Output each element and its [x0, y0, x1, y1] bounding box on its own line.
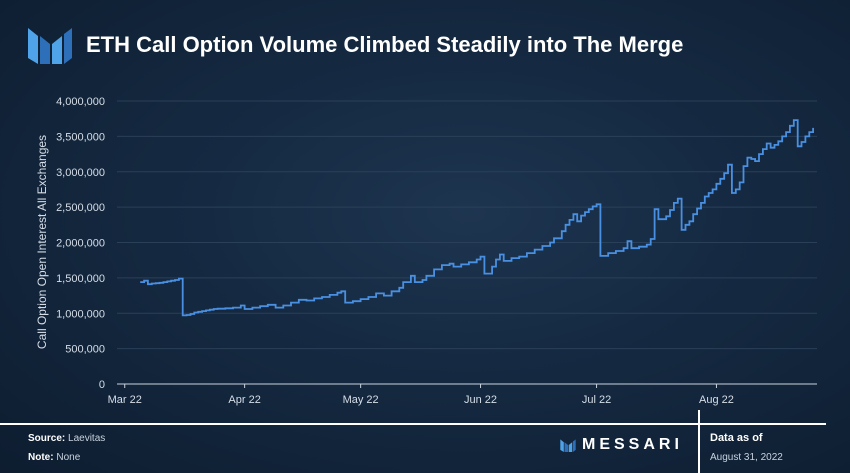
- source-value: Laevitas: [68, 433, 106, 444]
- y-axis-label: Call Option Open Interest All Exchanges: [35, 135, 49, 349]
- source-note: Source: Laevitas: [28, 433, 105, 444]
- data-as-of-date: August 31, 2022: [710, 452, 783, 463]
- y-tick-label: 2,000,000: [56, 238, 105, 250]
- note-line: Note: None: [28, 452, 80, 463]
- x-tick-label: May 22: [343, 394, 379, 406]
- note-value: None: [56, 452, 81, 463]
- series-layer: [140, 119, 814, 317]
- y-axis: 0 500,000 1,000,000 1,500,000 2,000,000 2,500…: [56, 96, 105, 391]
- chart-title: ETH Call Option Volume Climbed Steadily …: [86, 32, 684, 57]
- y-tick-label: 4,000,000: [56, 96, 105, 108]
- messari-brand: MESSARI: [560, 435, 683, 455]
- x-axis: Mar 22 Apr 22 May 22 Jun 22 Jul 22 Aug 22: [108, 383, 817, 406]
- y-tick-label: 2,500,000: [56, 202, 105, 214]
- messari-small-logo-icon: [560, 439, 576, 452]
- footer-vertical-divider: [698, 410, 700, 473]
- x-tick-label: Jul 22: [582, 394, 611, 406]
- y-tick-label: 1,500,000: [56, 273, 105, 285]
- messari-logo-icon: [28, 28, 72, 64]
- header: ETH Call Option Volume Climbed Steadily …: [28, 24, 828, 68]
- footer-divider-line: [0, 423, 826, 425]
- series-line: [140, 119, 814, 317]
- y-tick-label: 500,000: [65, 344, 105, 356]
- y-tick-label: 0: [99, 379, 105, 391]
- note-label: Note:: [28, 452, 54, 463]
- x-tick-label: Apr 22: [228, 394, 260, 406]
- source-label: Source:: [28, 433, 66, 444]
- x-tick-label: Aug 22: [699, 394, 734, 406]
- y-tick-label: 1,000,000: [56, 308, 105, 320]
- grid-lines: [117, 100, 817, 350]
- brand-name: MESSARI: [582, 436, 683, 453]
- x-tick-label: Jun 22: [464, 394, 497, 406]
- data-as-of-label: Data as of: [710, 432, 763, 444]
- y-tick-label: 3,500,000: [56, 131, 105, 143]
- y-tick-label: 3,000,000: [56, 167, 105, 179]
- x-tick-label: Mar 22: [108, 394, 142, 406]
